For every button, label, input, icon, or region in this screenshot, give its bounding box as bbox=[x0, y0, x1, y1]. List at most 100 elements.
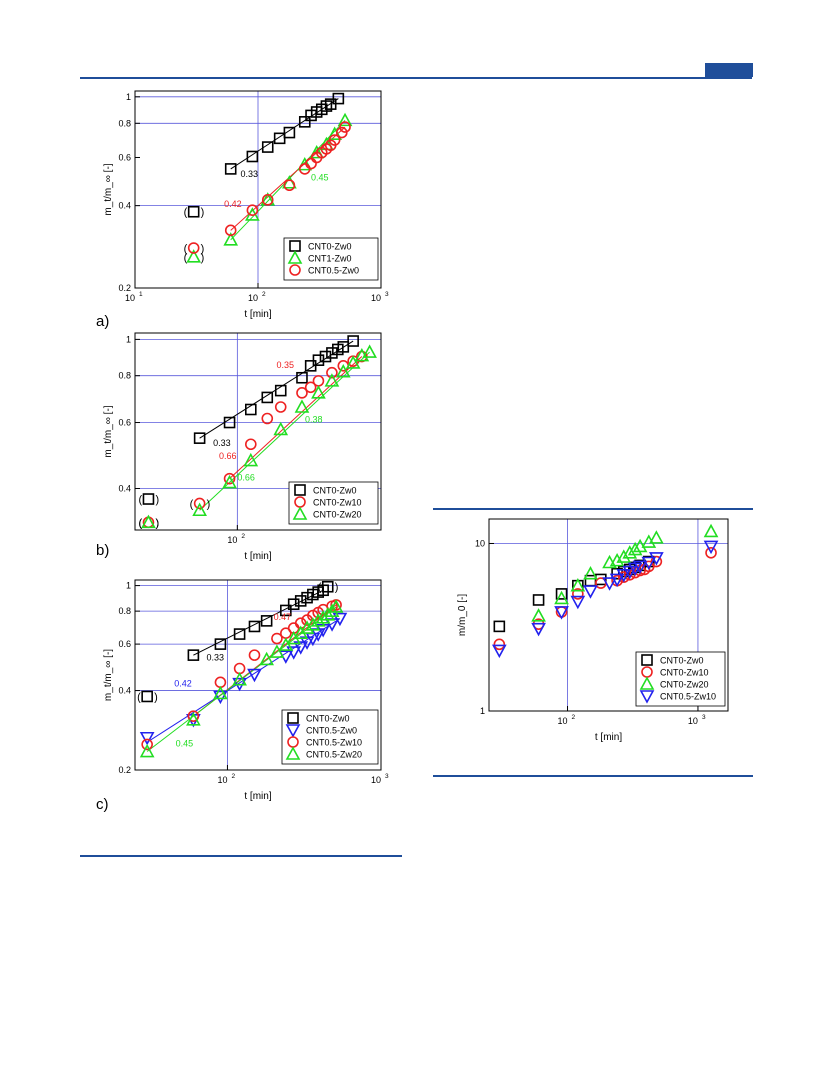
y-tick-label: 0.2 bbox=[118, 765, 131, 775]
data-point bbox=[328, 134, 341, 146]
data-point bbox=[260, 615, 273, 627]
slope-label: 0.47 bbox=[274, 612, 292, 622]
y-tick-label: 0.2 bbox=[118, 283, 131, 293]
outlier-bracket-close: ) bbox=[201, 207, 205, 219]
data-point bbox=[214, 676, 227, 689]
outlier-bracket-open: ( bbox=[184, 243, 188, 255]
plot-frame bbox=[134, 332, 382, 531]
data-point bbox=[570, 595, 586, 610]
data-point bbox=[223, 472, 236, 485]
slope-label: 0.45 bbox=[311, 172, 329, 182]
data-point bbox=[703, 523, 719, 538]
data-point bbox=[554, 590, 569, 605]
data-point bbox=[326, 366, 338, 379]
legend-marker bbox=[289, 264, 301, 276]
legend-marker bbox=[641, 654, 653, 666]
legend-label: CNT0-Zw0 bbox=[313, 486, 357, 496]
data-point bbox=[335, 364, 351, 378]
data-point bbox=[345, 355, 361, 369]
y-axis-label: m_t/m_∞ [-] bbox=[103, 163, 114, 215]
data-point bbox=[326, 347, 338, 359]
data-point bbox=[139, 743, 155, 758]
x-tick-exponent: 2 bbox=[572, 714, 576, 721]
legend-marker bbox=[639, 690, 655, 704]
data-point bbox=[649, 530, 664, 544]
data-point bbox=[186, 712, 201, 726]
legend-label: CNT0.5-Zw0 bbox=[308, 266, 359, 276]
legend-label: CNT0-Zw0 bbox=[308, 242, 352, 252]
legend-marker bbox=[287, 250, 303, 264]
data-point bbox=[347, 335, 359, 347]
y-tick-label: 0.4 bbox=[118, 686, 131, 696]
x-tick-label: 10 bbox=[688, 716, 698, 726]
data-point bbox=[259, 651, 274, 666]
data-point bbox=[332, 612, 348, 627]
data-point bbox=[493, 620, 506, 633]
slope-label: 0.35 bbox=[277, 360, 295, 370]
data-point bbox=[287, 598, 300, 611]
y-tick-label: 0.6 bbox=[118, 639, 131, 649]
data-point bbox=[261, 391, 274, 404]
y-axis-label: m/m_0 [-] bbox=[457, 594, 468, 636]
data-point bbox=[246, 204, 259, 216]
data-point bbox=[261, 141, 274, 153]
data-point bbox=[299, 620, 315, 634]
data-point bbox=[192, 502, 207, 517]
y-tick-label: 0.8 bbox=[118, 606, 131, 616]
data-point bbox=[222, 474, 237, 489]
data-point bbox=[319, 350, 332, 363]
data-point-outlier bbox=[141, 514, 156, 529]
data-point bbox=[491, 644, 507, 659]
data-point bbox=[609, 552, 625, 567]
y-tick-label: 0.6 bbox=[118, 152, 131, 162]
data-point bbox=[583, 566, 598, 580]
legend-marker bbox=[292, 506, 308, 520]
legend-marker bbox=[285, 724, 301, 738]
data-point bbox=[641, 556, 657, 571]
data-point bbox=[602, 577, 617, 591]
data-point bbox=[572, 588, 584, 600]
x-tick-label: 10 bbox=[125, 293, 135, 303]
x-tick-exponent: 3 bbox=[385, 291, 389, 298]
outlier-bracket-open: ( bbox=[138, 494, 142, 506]
data-point bbox=[247, 668, 262, 683]
data-point bbox=[362, 344, 377, 358]
data-point bbox=[328, 599, 344, 613]
data-point bbox=[261, 412, 274, 425]
data-point bbox=[315, 610, 331, 624]
data-point bbox=[532, 594, 545, 606]
y-tick-label: 0.8 bbox=[118, 371, 131, 381]
panel-label-a: a) bbox=[96, 313, 110, 330]
outlier-bracket-close: ) bbox=[201, 252, 205, 264]
y-tick-label: 1 bbox=[126, 92, 131, 102]
data-point bbox=[570, 577, 586, 592]
data-point bbox=[248, 620, 261, 633]
data-point bbox=[622, 565, 638, 580]
rule-figure-bottom bbox=[433, 775, 753, 777]
data-point bbox=[311, 385, 326, 399]
data-point bbox=[703, 540, 719, 555]
data-point bbox=[278, 637, 294, 651]
legend-marker bbox=[287, 712, 299, 724]
outlier-bracket-close: ) bbox=[155, 517, 159, 529]
data-point bbox=[324, 373, 340, 387]
data-point bbox=[213, 690, 228, 705]
data-point bbox=[243, 452, 259, 467]
slope-label: 0.66 bbox=[237, 473, 255, 483]
x-tick-label: 10 bbox=[558, 716, 568, 726]
x-tick-exponent: 2 bbox=[231, 773, 235, 780]
data-point bbox=[245, 403, 257, 416]
data-point bbox=[271, 632, 283, 645]
y-tick-label: 0.4 bbox=[118, 484, 131, 494]
outlier-bracket-close: ) bbox=[154, 691, 158, 703]
x-tick-label: 10 bbox=[371, 293, 381, 303]
y-tick-label: 0.6 bbox=[118, 418, 131, 428]
slope-label: 0.38 bbox=[305, 415, 323, 425]
data-point-outlier bbox=[193, 497, 206, 510]
y-tick-label: 0.4 bbox=[118, 201, 131, 211]
legend-label: CNT0-Zw10 bbox=[313, 498, 362, 508]
header-page-tab bbox=[705, 63, 753, 77]
y-tick-label: 1 bbox=[126, 581, 131, 591]
data-point bbox=[248, 649, 261, 661]
